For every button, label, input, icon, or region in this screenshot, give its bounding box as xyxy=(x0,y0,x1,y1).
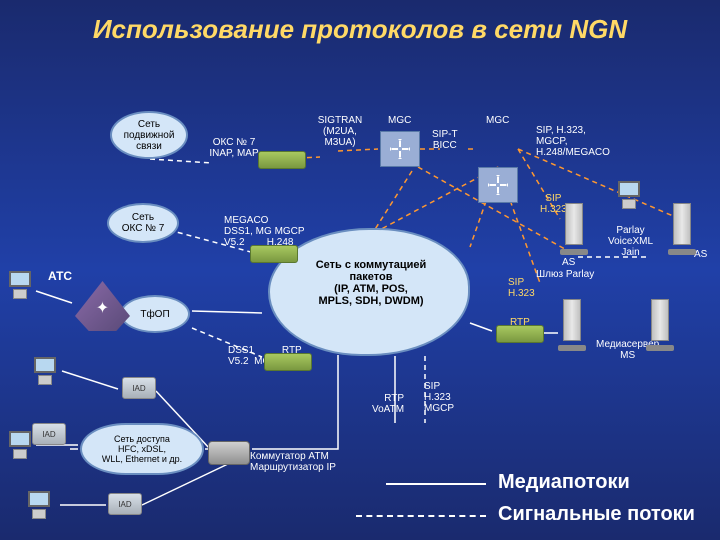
iad-3: IAD xyxy=(108,493,142,515)
lbl-sipproto: SIP, H.323, MGCP, H.248/MEGACO xyxy=(536,125,610,158)
lbl-parlay: Parlay VoiceXML Jain xyxy=(608,225,653,258)
mg1-switch xyxy=(250,245,298,263)
cloud-oks7: СетьОКС № 7 xyxy=(107,203,179,243)
server-ms2 xyxy=(646,299,674,351)
lbl-mgc2: MGC xyxy=(486,115,509,126)
mg3-switch xyxy=(496,325,544,343)
server-ms1 xyxy=(558,299,586,351)
lbl-as-l: AS xyxy=(562,257,575,268)
server-as1 xyxy=(560,203,588,255)
mgc1-box xyxy=(380,131,420,167)
pc-2 xyxy=(34,357,64,385)
network-diagram: Сетьподвижнойсвязи СетьОКС № 7 ТфОП Сеть… xyxy=(0,53,720,533)
lbl-atm-router: Коммутатор ATM Маршрутизатор IP xyxy=(250,451,336,473)
router-1 xyxy=(208,441,250,465)
lbl-as-r: AS xyxy=(694,249,707,260)
lbl-sipt: SIP-T BICC xyxy=(432,129,458,151)
lbl-sip-h323-2: SIP H.323 xyxy=(508,277,535,299)
lbl-mgc1: MGC xyxy=(388,115,411,126)
lbl-sip-mgcp: SIP H.323 MGCP xyxy=(424,381,454,414)
iad-2: IAD xyxy=(32,423,66,445)
lbl-megaco: MEGACO DSS1, MG MGCP V5.2 H.248 xyxy=(224,215,305,248)
legend-signal-line xyxy=(356,515,486,517)
server-as2 xyxy=(668,203,696,255)
page-title: Использование протоколов в сети NGN xyxy=(0,0,720,53)
atc-node: ✦ xyxy=(75,281,130,331)
lbl-rtp2: RTP VoATM xyxy=(372,393,404,415)
lbl-atc: АТС xyxy=(48,269,72,283)
cloud-tfop: ТфОП xyxy=(120,295,190,333)
cloud-mobile: Сетьподвижнойсвязи xyxy=(110,111,188,159)
mg2-switch xyxy=(264,353,312,371)
sg-switch xyxy=(258,151,306,169)
lbl-parlay-gw: Шлюз Parlay xyxy=(536,269,594,280)
lbl-sigtran: SIGTRAN (M2UA, M3UA) xyxy=(310,115,370,148)
cloud-access: Сеть доступаHFC, xDSL,WLL, Ethernet и др… xyxy=(80,423,204,475)
mgc2-box xyxy=(478,167,518,203)
pc-1 xyxy=(9,271,39,299)
iad-1: IAD xyxy=(122,377,156,399)
pc-4 xyxy=(28,491,58,519)
legend-signal-text: Сигнальные потоки xyxy=(498,503,695,526)
cloud-core-label: Сеть с коммутациейпакетов(IP, ATM, POS,M… xyxy=(296,259,446,307)
legend-media-line xyxy=(386,483,486,485)
pc-5 xyxy=(618,181,648,209)
legend-media-text: Медиапотоки xyxy=(498,471,630,494)
